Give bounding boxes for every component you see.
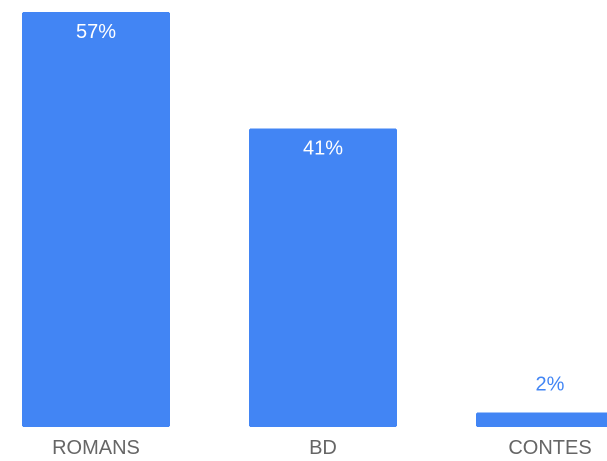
bar-contes [476,412,607,427]
bar-bd [249,128,397,428]
category-label-bd: BD [309,437,337,459]
value-labels-group: 57% 41% 2% [76,21,565,395]
category-label-romans: ROMANS [52,437,140,459]
category-label-contes: CONTES [508,437,591,459]
category-labels-group: ROMANS BD CONTES [52,437,592,459]
value-label-romans: 57% [76,21,116,43]
bars-group [22,12,607,428]
value-label-bd: 41% [303,137,343,159]
bar-romans [22,12,170,427]
value-label-contes: 2% [536,373,565,395]
